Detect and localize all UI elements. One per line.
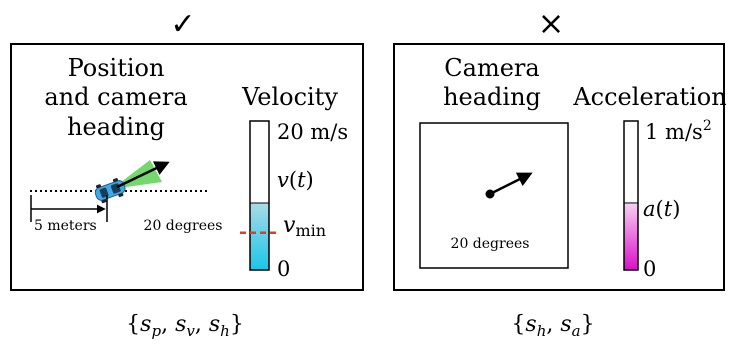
right-title-line-2: heading: [443, 83, 541, 111]
left-panel-frame: [10, 43, 364, 291]
checkmark-icon: ✓: [170, 7, 195, 42]
camera-heading-box: [419, 122, 569, 269]
left-state-set: {sp, sv, sh}: [126, 312, 244, 340]
left-angle-label: 20 degrees: [144, 218, 223, 234]
cross-icon: ×: [538, 4, 565, 42]
acceleration-bar-frame: [623, 120, 639, 271]
right-state-set: {sh, sa}: [511, 312, 594, 340]
heading-arrow: [116, 161, 170, 189]
velocity-top-label: 20 m/s: [277, 120, 348, 144]
left-panel-title: Position and camera heading: [44, 54, 187, 141]
velocity-bottom-label: 0: [277, 257, 290, 281]
acceleration-title: Acceleration: [572, 83, 726, 111]
camera-heading-arrow: [489, 172, 533, 196]
car-icon: [94, 178, 126, 204]
acceleration-bottom-label: 0: [643, 257, 656, 281]
scale-label: 5 meters: [34, 218, 97, 234]
velocity-bar-fill: [250, 202, 269, 270]
right-angle-label: 20 degrees: [451, 236, 530, 252]
acceleration-value-label: a(t): [643, 197, 680, 221]
right-panel-frame: [393, 43, 725, 291]
velocity-bar-frame: [249, 120, 270, 271]
acceleration-top-label: 1 m/s2: [645, 118, 712, 144]
left-title-line-3: heading: [67, 113, 165, 141]
camera-cone: [112, 160, 162, 189]
left-title-line-2: and camera: [44, 83, 187, 111]
velocity-value-label: v(t): [277, 168, 314, 192]
right-panel-title: Camera heading: [443, 54, 541, 111]
left-title-line-1: Position: [68, 54, 165, 82]
velocity-title: Velocity: [241, 83, 338, 111]
right-title-line-1: Camera: [444, 54, 539, 82]
scale-bar: [30, 195, 108, 222]
velocity-threshold-label: vmin: [283, 213, 326, 240]
acceleration-bar-fill: [624, 202, 638, 270]
